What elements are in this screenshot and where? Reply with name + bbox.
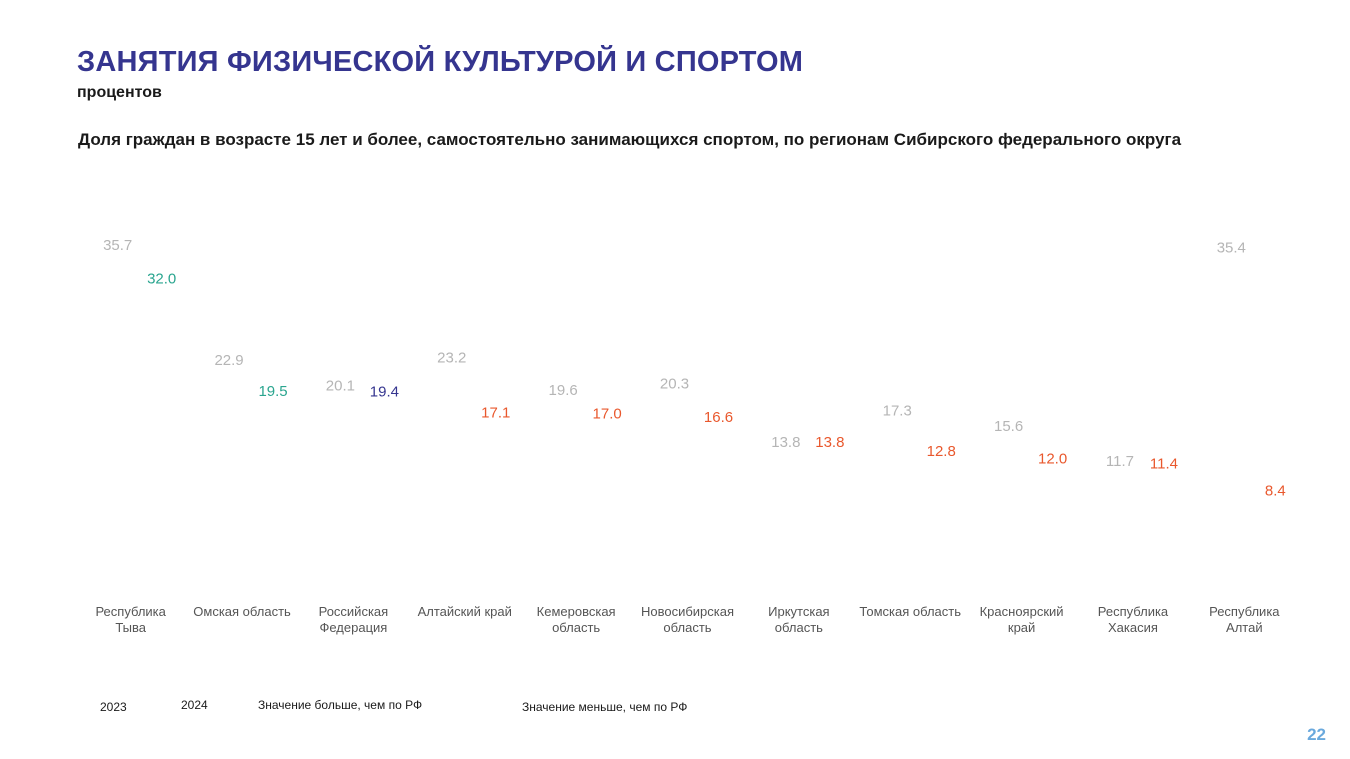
value-label-2024: 13.8	[815, 434, 844, 451]
category-label: Новосибирская область	[641, 604, 734, 635]
category-label: Российская Федерация	[319, 604, 389, 635]
value-label-2024: 12.8	[927, 443, 956, 460]
value-label-2023: 13.8	[771, 434, 800, 451]
category-label: Омская область	[193, 604, 291, 619]
legend-item-2024: 2024	[181, 698, 208, 712]
value-label-2024: 11.4	[1150, 456, 1178, 473]
value-label-2023: 35.4	[1217, 240, 1246, 257]
value-label-2024: 17.0	[593, 405, 622, 422]
value-label-2023: 17.3	[883, 403, 912, 420]
value-label-2023: 35.7	[103, 237, 132, 254]
category-label: Республика Хакасия	[1098, 604, 1169, 635]
value-label-2023: 15.6	[994, 418, 1023, 435]
value-label-2023: 19.6	[549, 382, 578, 399]
value-label-2023: 20.1	[326, 377, 355, 394]
value-label-2024: 17.1	[481, 404, 510, 421]
category-label: Республика Алтай	[1209, 604, 1280, 635]
legend-item-2023: 2023	[100, 700, 127, 714]
value-label-2023: 22.9	[214, 352, 243, 369]
category-label: Кемеровская область	[537, 604, 616, 635]
page-title: ЗАНЯТИЯ ФИЗИЧЕСКОЙ КУЛЬТУРОЙ И СПОРТОМ	[77, 46, 804, 78]
legend-item-below: Значение меньше, чем по РФ	[522, 700, 688, 714]
value-label-2024: 16.6	[704, 409, 733, 426]
dot-chart: 35.7 32.0 Республика Тыва 22.9 19.5 Омская обл…	[95, 237, 1286, 635]
value-label-2023: 23.2	[437, 350, 466, 367]
category-label: Республика Тыва	[95, 604, 166, 635]
page-number: 22	[1307, 725, 1326, 744]
unit-label: процентов	[77, 84, 162, 101]
value-label-2024: 12.0	[1038, 450, 1067, 467]
value-label-2023: 11.7	[1106, 453, 1134, 470]
value-label-2023: 20.3	[660, 376, 689, 393]
value-label-2024: 32.0	[147, 270, 176, 287]
category-label: Томская область	[859, 604, 961, 619]
value-label-2024: 8.4	[1265, 483, 1286, 500]
value-label-2024: 19.4	[370, 384, 399, 401]
category-label: Алтайский край	[418, 604, 512, 619]
chart-title: Доля граждан в возрасте 15 лет и более, …	[78, 130, 1182, 149]
category-label: Красноярский край	[980, 604, 1064, 635]
value-label-2024: 19.5	[258, 383, 287, 400]
category-label: Иркутская область	[768, 604, 829, 635]
legend-item-above: Значение больше, чем по РФ	[258, 698, 423, 712]
